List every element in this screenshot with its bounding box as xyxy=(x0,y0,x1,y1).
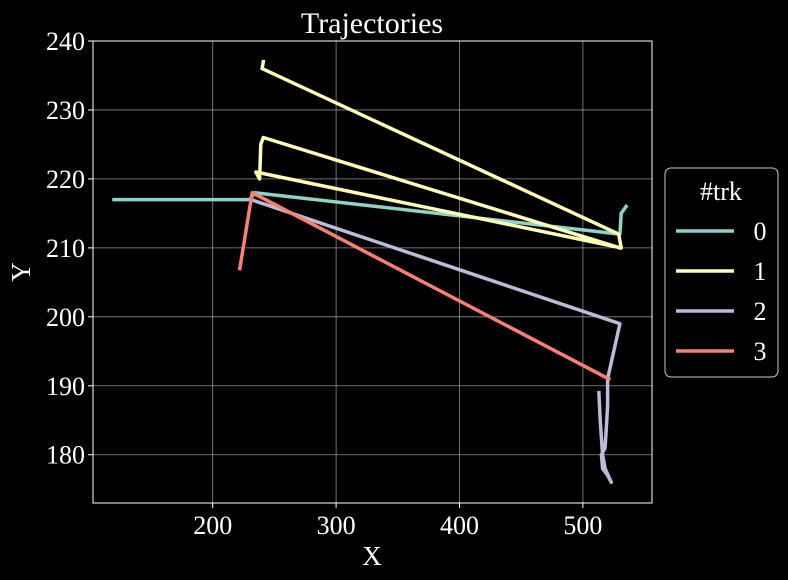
series-line-0 xyxy=(112,190,629,236)
x-tick-label: 200 xyxy=(193,511,232,540)
y-tick-label: 200 xyxy=(46,303,85,332)
legend-label-3: 3 xyxy=(754,337,767,366)
series-line-3 xyxy=(237,190,612,382)
series-lines xyxy=(112,59,629,485)
chart-title: Trajectories xyxy=(301,7,443,40)
y-tick-label: 210 xyxy=(46,234,85,263)
legend-label-0: 0 xyxy=(754,217,767,246)
y-tick-label: 230 xyxy=(46,96,85,125)
series-line-1 xyxy=(254,59,623,251)
legend: #trk 0 1 2 3 xyxy=(664,167,779,378)
x-tick-label: 500 xyxy=(563,511,602,540)
legend-entries: 0 1 2 3 xyxy=(676,217,767,366)
legend-label-1: 1 xyxy=(754,257,767,286)
y-tick-label: 190 xyxy=(46,372,85,401)
legend-label-2: 2 xyxy=(754,297,767,326)
x-axis-label: X xyxy=(362,541,382,571)
axis-ticks: 200 300 400 500 180 190 200 210 220 230 240 xyxy=(46,27,602,540)
y-tick-label: 240 xyxy=(46,27,85,56)
legend-title: #trk xyxy=(700,177,742,206)
y-axis-label: Y xyxy=(6,262,36,282)
x-tick-label: 300 xyxy=(317,511,356,540)
x-tick-label: 400 xyxy=(440,511,479,540)
y-tick-label: 180 xyxy=(46,441,85,470)
y-tick-label: 220 xyxy=(46,165,85,194)
axes-frame xyxy=(92,40,653,504)
